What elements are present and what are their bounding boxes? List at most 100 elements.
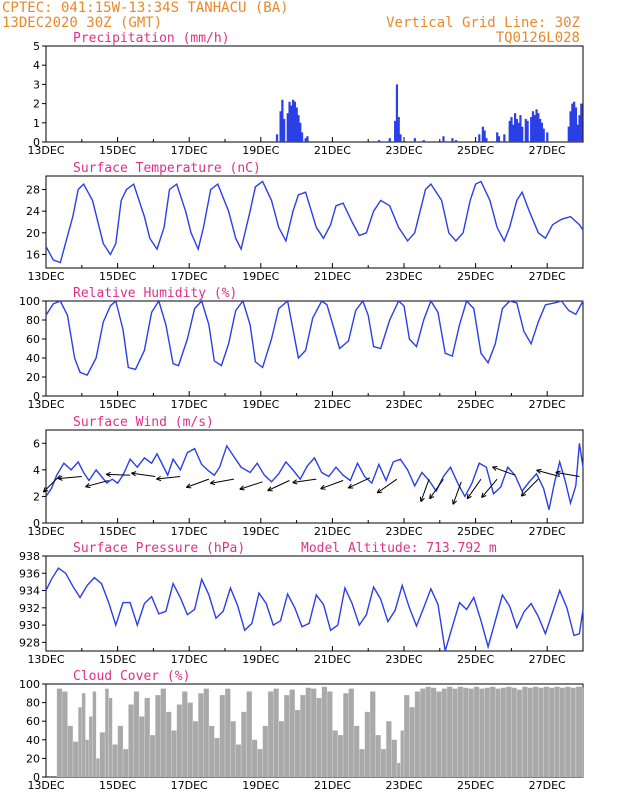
wind-arrow-head [239, 488, 245, 491]
wind-arrow-head [156, 478, 162, 482]
wind-arrow [536, 469, 560, 477]
precip-bar [442, 136, 445, 142]
wind-arrow [239, 481, 263, 490]
y-tick-label: 4 [33, 59, 40, 72]
wind-arrow [85, 480, 109, 488]
y-tick-label: 0 [33, 517, 40, 530]
wind-arrow-head [186, 486, 192, 489]
precip-bar [300, 132, 304, 142]
y-tick-label: 20 [26, 227, 40, 240]
y-tick-label: 28 [26, 184, 40, 197]
wind-arrow-head [292, 479, 297, 483]
wind-arrow-head [156, 475, 161, 480]
y-tick-label: 80 [26, 697, 40, 710]
wind-arrow-head [377, 491, 383, 494]
grid-line-note: Vertical Grid Line: 30Z [386, 15, 580, 31]
precip-bar [530, 117, 533, 142]
x-tick-label: 19DEC [242, 653, 279, 666]
y-tick-label: 60 [26, 333, 40, 346]
y-tick-label: 0 [33, 771, 40, 784]
panel-2: 0 20 40 60 80 100 13DEC 15DEC 17DEC 19DEC 21DEC 23D… [19, 286, 584, 411]
x-tick-label: 23DEC [385, 144, 422, 157]
x-tick-label: 17DEC [171, 270, 208, 283]
precip-bar [519, 115, 522, 142]
wind-arrow [376, 478, 398, 494]
y-tick-label: 936 [19, 567, 40, 580]
x-tick-label: 25DEC [457, 779, 494, 792]
x-tick-label: 27DEC [529, 270, 566, 283]
x-tick-label: 27DEC [529, 398, 566, 411]
precip-bar [290, 105, 293, 142]
x-tick-label: 15DEC [99, 398, 136, 411]
wind-arrow-head [105, 473, 111, 478]
precip-bar [481, 126, 484, 142]
y-tick-label: 0 [33, 136, 40, 149]
x-tick-label: 25DEC [457, 525, 494, 538]
y-tick-label: 0 [33, 390, 40, 403]
wind-arrow [156, 476, 181, 480]
precip-bar [567, 126, 570, 142]
x-tick-label: 25DEC [457, 653, 494, 666]
y-tick-label: 100 [19, 295, 40, 308]
y-tick-label: 934 [19, 585, 40, 598]
wind-arrow-head [210, 482, 216, 486]
x-tick-label: 19DEC [242, 144, 279, 157]
y-tick-label: 928 [19, 636, 40, 649]
x-tick-label: 23DEC [385, 398, 422, 411]
precip-bar [483, 130, 486, 142]
precip-bar [508, 120, 511, 142]
wind-arrow-head [520, 491, 524, 497]
wind-arrow-head [239, 485, 244, 490]
series-line [45, 299, 584, 376]
x-tick-label: 17DEC [171, 779, 208, 792]
precip-bar [503, 134, 506, 142]
y-tick-label: 20 [26, 752, 40, 765]
x-tick-label: 25DEC [457, 270, 494, 283]
y-tick-label: 16 [26, 248, 40, 261]
wind-arrow [131, 472, 156, 477]
y-tick-label: 24 [26, 205, 40, 218]
x-tick-label: 17DEC [171, 653, 208, 666]
x-tick-label: 25DEC [457, 144, 494, 157]
x-tick-label: 15DEC [99, 270, 136, 283]
wind-arrow [57, 476, 82, 480]
x-tick-label: 15DEC [99, 525, 136, 538]
wind-arrow [420, 478, 430, 502]
x-tick-label: 13DEC [27, 525, 64, 538]
x-tick-label: 23DEC [385, 653, 422, 666]
wind-arrow-head [492, 466, 497, 471]
x-tick-label: 21DEC [314, 270, 351, 283]
x-tick-label: 23DEC [385, 779, 422, 792]
precip-bar [521, 126, 524, 142]
precip-bar [573, 101, 576, 142]
precip-bar [299, 122, 302, 142]
x-tick-label: 21DEC [314, 653, 351, 666]
precip-bar [377, 140, 381, 142]
wind-arrow-head [320, 484, 325, 490]
precip-bar [497, 136, 501, 142]
wind-arrow-head [376, 488, 381, 494]
x-tick-label: 27DEC [529, 144, 566, 157]
wind-arrow-head [555, 470, 561, 473]
precip-bar [496, 132, 499, 142]
panel-title: Surface Temperature (nC) [73, 161, 261, 176]
y-tick-label: 20 [26, 371, 40, 384]
series-line [45, 567, 584, 652]
wind-arrow-head [320, 488, 326, 490]
panel-subtitle: Model Altitude: 713.792 m [301, 541, 497, 556]
panel-title: Surface Pressure (hPa) [73, 541, 245, 556]
wind-arrow [106, 473, 131, 476]
x-tick-label: 13DEC [27, 653, 64, 666]
wind-arrow-head [452, 500, 458, 505]
x-tick-label: 15DEC [99, 653, 136, 666]
x-tick-label: 13DEC [27, 144, 64, 157]
precip-bar [569, 111, 572, 142]
y-tick-label: 932 [19, 602, 40, 615]
x-tick-label: 17DEC [171, 144, 208, 157]
y-tick-label: 6 [33, 437, 40, 450]
precip-bar [394, 120, 397, 142]
precip-bar [306, 136, 309, 142]
header: CPTEC: 041:15W-13:34S TANHACU (BA) 13DEC… [2, 0, 580, 46]
wind-arrow-head [466, 495, 472, 500]
